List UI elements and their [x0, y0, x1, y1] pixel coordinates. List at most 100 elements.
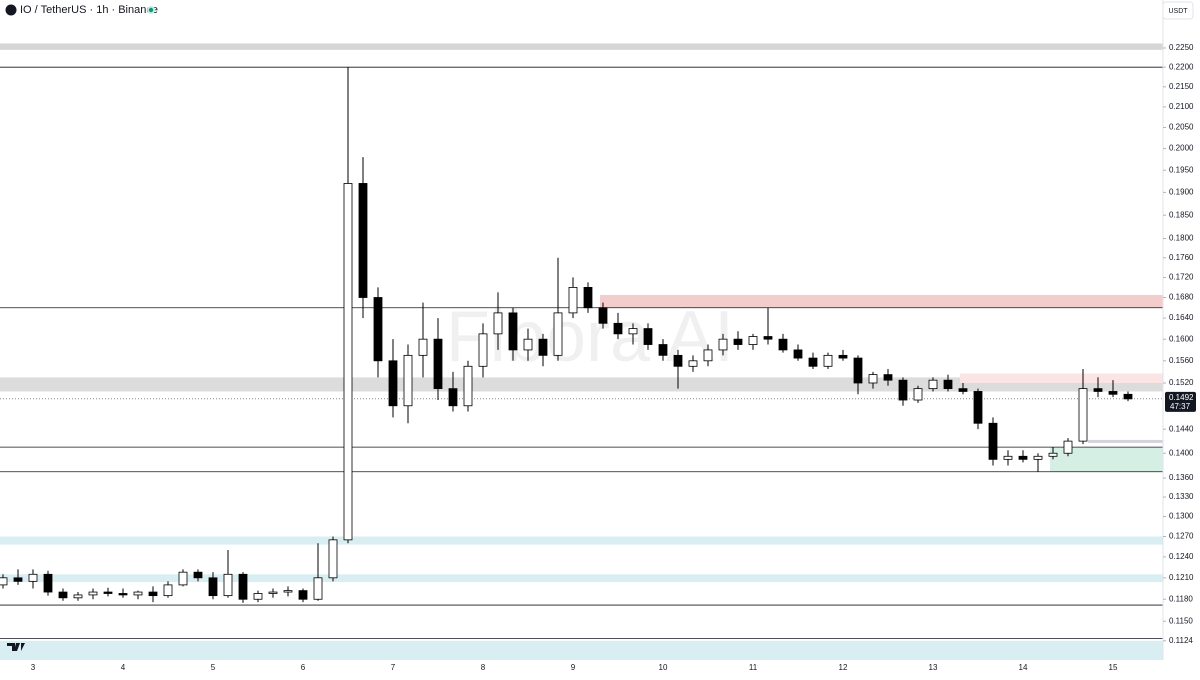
- logo: [7, 643, 25, 651]
- candle-body: [313, 577, 323, 600]
- x-tick-label: 12: [839, 663, 848, 672]
- candle-body: [298, 590, 308, 600]
- chart-title: IO / TetherUS · 1h · Binance: [20, 4, 158, 16]
- y-tick-label: 0.1270: [1169, 532, 1194, 541]
- symbol-icon: [5, 4, 17, 16]
- candle-body: [1108, 391, 1118, 395]
- zone: [0, 640, 1163, 660]
- candle-body: [343, 183, 353, 541]
- y-tick-label: 0.1180: [1169, 594, 1193, 603]
- candle-body: [238, 573, 248, 600]
- candle-body: [1033, 455, 1043, 460]
- x-tick-label: 4: [121, 663, 126, 672]
- y-tick-label: 0.1900: [1169, 188, 1194, 197]
- candle-body: [823, 354, 833, 367]
- y-tick-label: 0.2200: [1169, 62, 1194, 71]
- candle-body: [103, 591, 113, 594]
- candle-body: [223, 573, 233, 597]
- y-tick-label: 0.1520: [1169, 378, 1194, 387]
- candle-body: [808, 357, 818, 367]
- y-tick-label: 0.1240: [1169, 552, 1194, 561]
- candle-body: [658, 344, 668, 356]
- candle-body: [778, 338, 788, 351]
- candle-body: [148, 591, 158, 597]
- candle-body: [58, 591, 68, 599]
- current-price-box: [1165, 391, 1196, 412]
- y-tick-label: 0.1640: [1169, 313, 1194, 322]
- candle-body: [538, 338, 548, 356]
- x-tick-label: 14: [1019, 663, 1028, 672]
- y-tick-label: 0.1800: [1169, 234, 1194, 243]
- candle-body: [73, 594, 83, 599]
- candle-body: [283, 590, 293, 593]
- currency-button[interactable]: [1162, 1, 1194, 20]
- candle-body: [418, 338, 428, 356]
- currency-label[interactable]: USDT: [1168, 8, 1188, 15]
- y-tick-label: 0.2000: [1169, 144, 1194, 153]
- candle-body: [373, 297, 383, 362]
- zone: [1088, 439, 1163, 443]
- candle-body: [703, 349, 713, 362]
- y-tick-label: 0.2050: [1169, 123, 1194, 132]
- candle-body: [268, 591, 278, 594]
- candle-body: [583, 286, 593, 309]
- candle-body: [898, 379, 908, 401]
- candle-body: [1018, 455, 1028, 460]
- candle-body: [628, 328, 638, 335]
- candle-body: [88, 591, 98, 596]
- zone: [600, 294, 1163, 308]
- candle-body: [13, 577, 23, 582]
- candle-body: [388, 360, 398, 407]
- candle-body: [1123, 393, 1133, 400]
- current-price-label: 0.1492: [1169, 393, 1194, 402]
- candle-body: [1063, 440, 1073, 454]
- candle-body: [763, 336, 773, 340]
- candle-body: [253, 593, 263, 600]
- candle-body: [568, 286, 578, 314]
- y-tick-label: 0.1360: [1169, 473, 1194, 482]
- status-dot: [148, 7, 154, 13]
- candle-body: [0, 577, 8, 586]
- candle-body: [688, 360, 698, 367]
- x-tick-label: 6: [301, 663, 306, 672]
- candle-body: [868, 374, 878, 384]
- countdown-label: 47:37: [1170, 402, 1191, 411]
- time-axis: 3 4 5 6 7 8 9 10 11 12 13 14 15: [31, 663, 1118, 672]
- y-tick-label: 0.2250: [1169, 43, 1194, 52]
- x-tick-label: 10: [659, 663, 668, 672]
- candle-body: [913, 388, 923, 401]
- candle-body: [133, 591, 143, 596]
- candle-body: [43, 573, 53, 593]
- candle-body: [1093, 388, 1103, 392]
- candle-body: [493, 312, 503, 335]
- candle-body: [328, 539, 338, 579]
- x-tick-label: 8: [481, 663, 486, 672]
- levels: [0, 66, 1163, 639]
- y-tick-label: 0.2150: [1169, 82, 1194, 91]
- candle-body: [193, 571, 203, 579]
- candle-body: [838, 354, 848, 359]
- y-tick-label: 0.1300: [1169, 512, 1194, 521]
- candle-body: [988, 422, 998, 460]
- y-tick-label: 0.1720: [1169, 273, 1194, 282]
- y-tick-label: 0.1600: [1169, 334, 1194, 343]
- candle-body: [403, 354, 413, 407]
- candle-body: [598, 307, 608, 324]
- candle-body: [613, 322, 623, 335]
- zone: [0, 536, 1163, 545]
- candle-body: [463, 365, 473, 407]
- candle-body: [718, 338, 728, 351]
- candle-body: [748, 336, 758, 345]
- zone: [960, 373, 1163, 383]
- x-tick-label: 3: [31, 663, 36, 672]
- candle-body: [448, 388, 458, 407]
- candle-body: [733, 338, 743, 345]
- y-tick-label: 0.1560: [1169, 356, 1194, 365]
- watermark: Fibora AI: [446, 297, 734, 377]
- y-tick-label: 0.1210: [1169, 573, 1194, 582]
- x-tick-label: 13: [929, 663, 938, 672]
- candle-body: [958, 388, 968, 392]
- y-tick-label: 0.1440: [1169, 424, 1194, 433]
- x-tick-label: 7: [391, 663, 396, 672]
